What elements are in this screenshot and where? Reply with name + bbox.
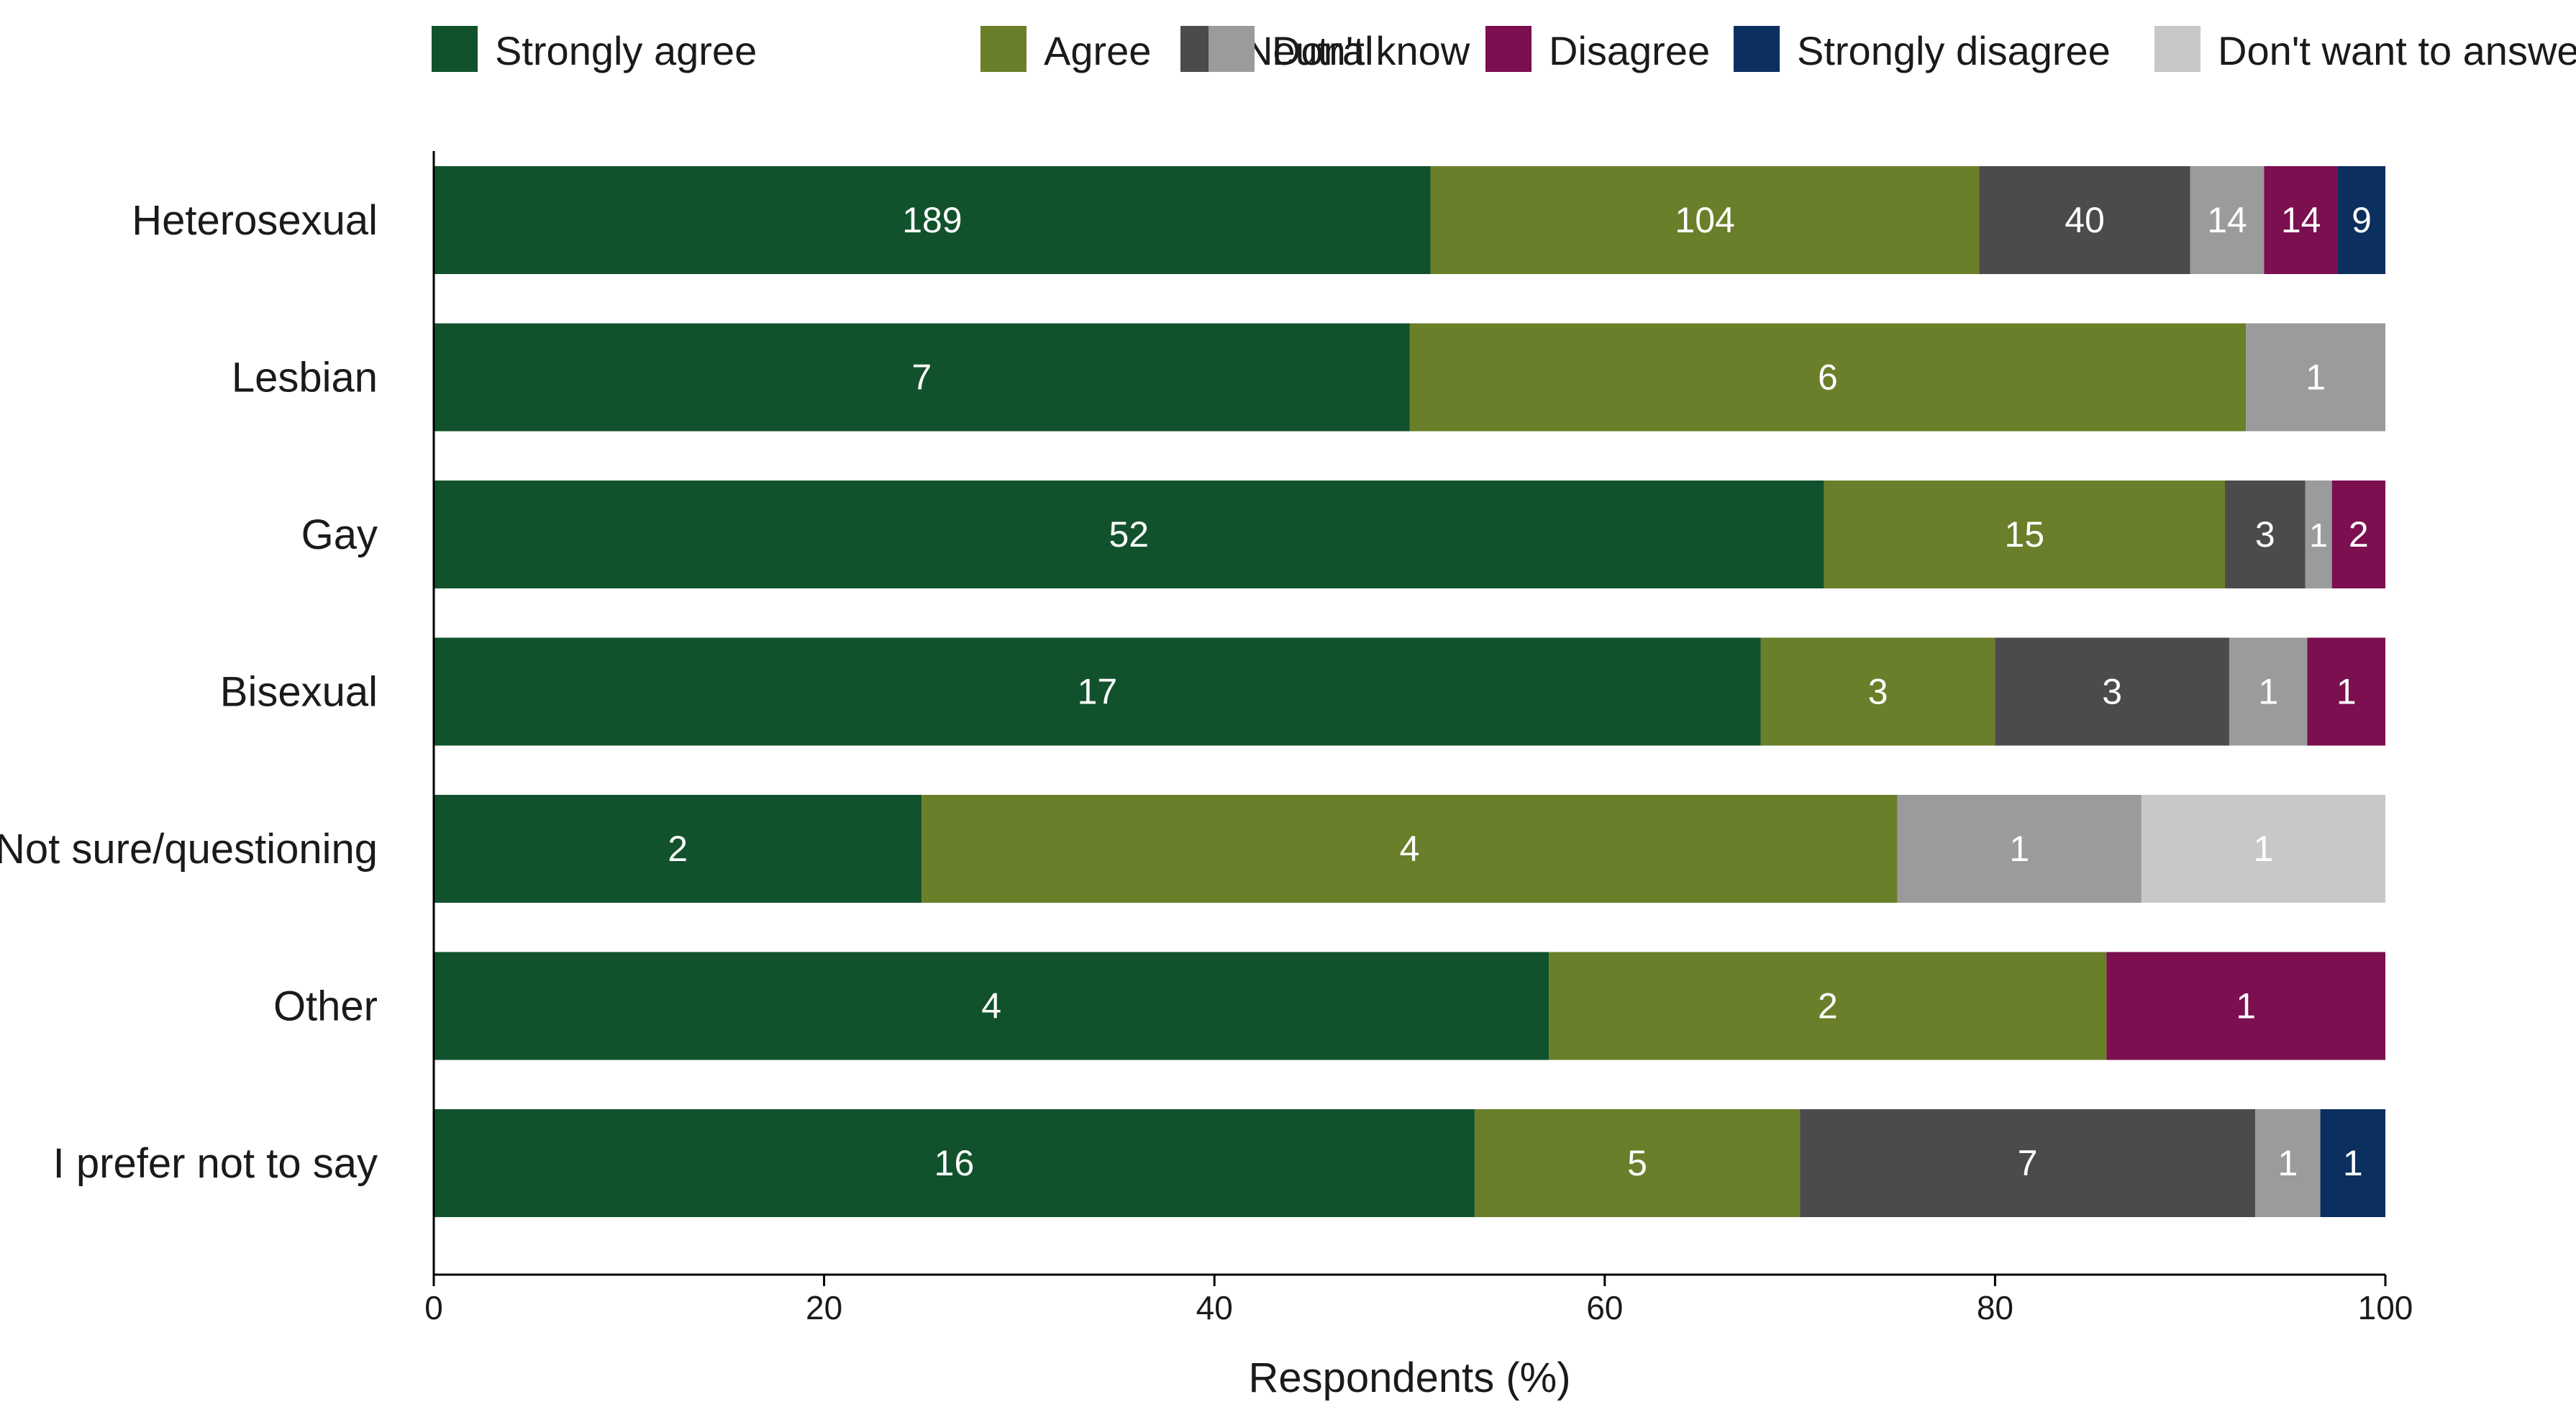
legend-item-strongly-disagree: Strongly disagree: [1734, 26, 2111, 73]
legend-swatch: [980, 26, 1027, 72]
bar-value-label: 1: [2309, 516, 2328, 554]
bar-value-label: 2: [668, 829, 688, 869]
legend-label: Don't want to answer: [2218, 28, 2576, 73]
legend-label: Agree: [1044, 28, 1151, 73]
bar-value-label: 16: [934, 1143, 975, 1183]
y-tick-label: Other: [273, 983, 378, 1030]
y-tick-label: Heterosexual: [132, 197, 378, 244]
bar-row-i-prefer-not-to-say: 16 5 7 1 1: [434, 1109, 2385, 1217]
bar-value-label: 1: [2258, 672, 2278, 712]
y-tick-label: Lesbian: [232, 355, 378, 401]
bar-value-label: 7: [2018, 1143, 2038, 1183]
bar-value-label: 1: [2306, 358, 2326, 398]
bar-value-label: 1: [2343, 1143, 2363, 1183]
legend-item-strongly-agree: Strongly agree: [432, 26, 757, 73]
y-tick-label: Gay: [301, 511, 378, 558]
bar-value-label: 7: [911, 358, 932, 398]
bar-value-label: 1: [2336, 672, 2357, 712]
bar-value-label: 52: [1109, 514, 1149, 555]
bar-row-gay: 52 15 3 1 2: [434, 481, 2385, 588]
legend-item-don-t-know: Don't know: [1209, 26, 1470, 73]
x-axis: 0 20 40 60 80 100 Respondents (%): [424, 1275, 2413, 1401]
legend-item-disagree: Disagree: [1485, 26, 1710, 73]
x-tick-label: 0: [424, 1289, 443, 1326]
bar-value-label: 3: [2102, 672, 2122, 712]
legend-swatch: [1485, 26, 1532, 72]
legend-label: Strongly agree: [495, 28, 757, 73]
bar-value-label: 4: [981, 986, 1001, 1026]
bar-value-label: 4: [1400, 829, 1420, 869]
bar-value-label: 15: [2004, 514, 2044, 555]
legend-swatch: [2154, 26, 2200, 72]
legend-label: Don't know: [1272, 28, 1470, 73]
y-tick-label: Not sure/questioning: [0, 826, 378, 873]
bar-value-label: 9: [2352, 200, 2372, 240]
bar-value-label: 1: [2236, 986, 2256, 1026]
bar-value-label: 5: [1627, 1143, 1647, 1183]
bar-value-label: 14: [2281, 200, 2321, 240]
y-tick-label: Bisexual: [220, 669, 378, 716]
legend-item-don-t-want-to-answer: Don't want to answer: [2154, 26, 2576, 73]
bar-value-label: 40: [2065, 200, 2105, 240]
bar-value-label: 6: [1818, 358, 1838, 398]
bar-value-label: 1: [2277, 1143, 2298, 1183]
bar-value-label: 1: [2254, 829, 2274, 869]
x-axis-title: Respondents (%): [1248, 1354, 1570, 1401]
bar-value-label: 2: [1818, 986, 1838, 1026]
legend-label: Strongly disagree: [1797, 28, 2111, 73]
x-tick-label: 40: [1196, 1289, 1233, 1326]
bar-value-label: 3: [2255, 514, 2275, 555]
x-tick-label: 80: [1977, 1289, 2013, 1326]
bar-row-lesbian: 7 6 1: [434, 324, 2385, 432]
bar-value-label: 3: [1868, 672, 1888, 712]
x-tick-label: 60: [1586, 1289, 1623, 1326]
legend-swatch: [432, 26, 478, 72]
x-tick-label: 100: [2358, 1289, 2413, 1326]
legend-swatch: [1209, 26, 1255, 72]
bar-value-label: 14: [2207, 200, 2247, 240]
bar-value-label: 104: [1675, 200, 1734, 240]
y-axis: Heterosexual Lesbian Gay Bisexual Not sure/q…: [0, 151, 434, 1275]
legend-swatch: [1734, 26, 1780, 72]
bars: 189 104 40 14 14 97 6 152 15 3 1 217 3 3 1 12 4 1 14 2 116 5 7…: [434, 166, 2385, 1217]
y-tick-label: I prefer not to say: [53, 1140, 378, 1187]
bar-value-label: 17: [1078, 672, 1118, 712]
bar-value-label: 1: [2009, 829, 2029, 869]
legend-label: Disagree: [1549, 28, 1710, 73]
bar-value-label: 2: [2349, 514, 2369, 555]
x-tick-label: 20: [806, 1289, 842, 1326]
bar-row-not-sure-questioning: 2 4 1 1: [434, 795, 2385, 903]
bar-value-label: 189: [902, 200, 962, 240]
legend-item-agree: Agree: [980, 26, 1151, 73]
bar-row-other: 4 2 1: [434, 952, 2385, 1060]
bar-row-heterosexual: 189 104 40 14 14 9: [434, 166, 2385, 274]
bar-row-bisexual: 17 3 3 1 1: [434, 638, 2385, 746]
